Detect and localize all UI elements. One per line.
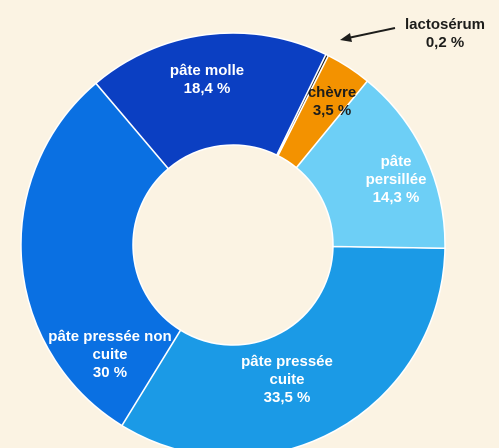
slice-label: pâte molle 18,4 % [147, 62, 267, 98]
slice-label: pâte pressée non cuite 30 % [45, 328, 175, 382]
donut-slice [94, 32, 327, 170]
category-name: chèvre [307, 84, 357, 101]
slice-label: pâte persillée 14,3 % [356, 153, 436, 207]
category-name: pâte persillée [365, 153, 427, 188]
donut-slice [275, 53, 330, 157]
value-label: 0,2 % [425, 34, 465, 51]
slice-label: lactosérum 0,2 % [390, 16, 499, 52]
leader-line [347, 27, 396, 39]
leader-arrow [340, 33, 352, 42]
slice-label: chèvre 3,5 % [297, 84, 367, 120]
value-label: 18,4 % [183, 80, 231, 97]
category-name: lactosérum [404, 16, 486, 33]
donut-slice [120, 245, 446, 448]
category-name: pâte pressée non cuite [48, 328, 172, 363]
value-label: 30 % [92, 364, 128, 381]
value-label: 33,5 % [263, 389, 311, 406]
slice-label: pâte pressée cuite 33,5 % [222, 353, 352, 407]
value-label: 14,3 % [372, 189, 420, 206]
category-name: pâte pressée cuite [241, 353, 333, 388]
value-label: 3,5 % [312, 102, 352, 119]
donut-slice [276, 54, 369, 169]
category-name: pâte molle [169, 62, 245, 79]
donut-slice [20, 82, 182, 427]
